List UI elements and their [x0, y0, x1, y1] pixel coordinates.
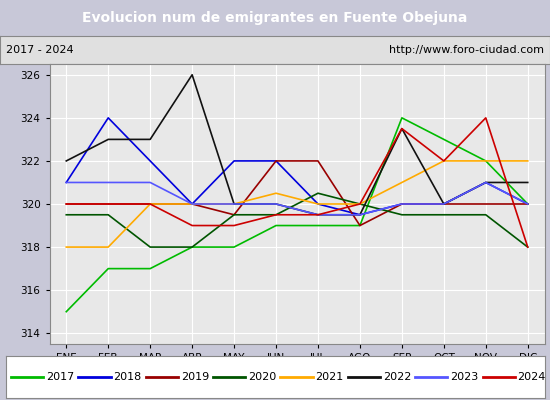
Text: http://www.foro-ciudad.com: http://www.foro-ciudad.com [389, 45, 544, 55]
Text: 2017: 2017 [46, 372, 74, 382]
Text: 2020: 2020 [248, 372, 276, 382]
Text: 2017 - 2024: 2017 - 2024 [6, 45, 73, 55]
Text: 2021: 2021 [316, 372, 344, 382]
Text: 2019: 2019 [180, 372, 209, 382]
Text: 2022: 2022 [383, 372, 411, 382]
Text: 2018: 2018 [113, 372, 141, 382]
Text: 2023: 2023 [450, 372, 478, 382]
Text: Evolucion num de emigrantes en Fuente Obejuna: Evolucion num de emigrantes en Fuente Ob… [82, 11, 468, 25]
Text: 2024: 2024 [518, 372, 546, 382]
